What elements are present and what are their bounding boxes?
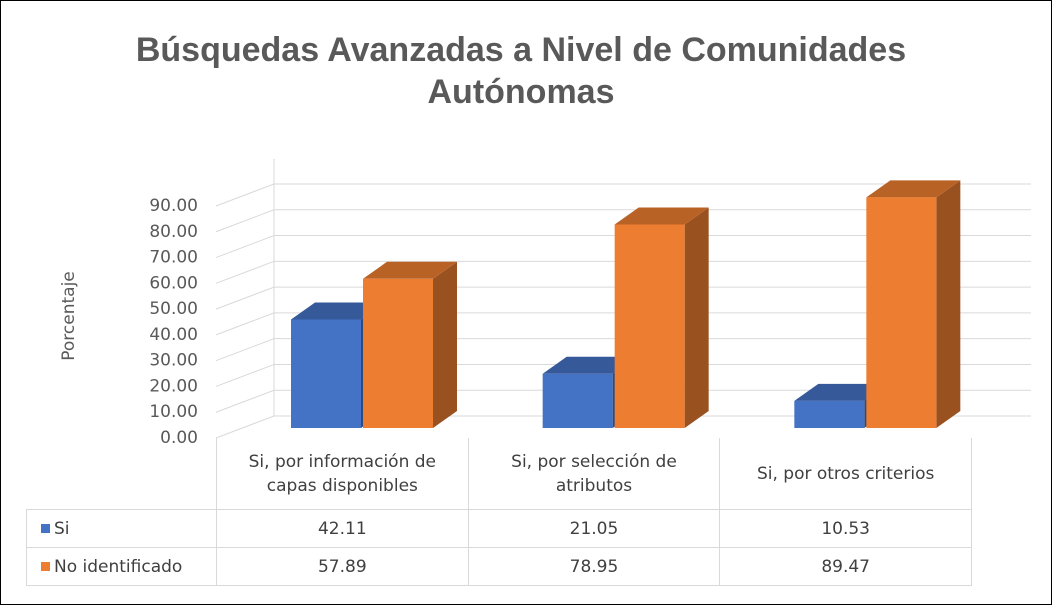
y-tick-label: 0.00 [160,428,198,448]
bar-top [794,383,889,401]
category-label: Si, por selección de atributos [467,438,721,510]
bar-top [291,302,385,320]
y-tick-label: 60.00 [149,273,198,293]
y-tick-label: 50.00 [149,299,198,319]
bar-top [363,261,457,279]
y-tick-label: 80.00 [149,222,198,242]
grid-line [215,312,1031,336]
legend-cell: No identificado [26,547,217,586]
y-tick-label: 10.00 [149,402,198,422]
category-label: Si, por información de capas disponibles [216,438,469,510]
bar-front [614,224,685,428]
bar-side [433,261,457,428]
bar [866,180,961,428]
bar-front [866,197,937,428]
y-tick-label: 90.00 [149,196,198,216]
bar-top [866,180,961,198]
category-label: Si, por otros criterios [719,438,972,510]
data-table-value: 21.05 [467,509,721,548]
data-table-value: 89.47 [719,547,972,586]
grid-line [215,338,1031,362]
chart-title: Búsquedas Avanzadas a Nivel de Comunidad… [135,31,907,111]
y-tick-label: 70.00 [149,248,198,268]
data-table-value: 10.53 [719,509,972,548]
grid-line [215,363,1031,387]
bar-top [542,356,637,374]
y-axis-label: Porcentaje [59,271,79,361]
bar-front [794,400,865,428]
y-tick-label: 20.00 [149,376,198,396]
data-table-value: 78.95 [467,547,721,586]
legend-label: Si [54,518,70,539]
legend-key [41,524,50,533]
bar [614,207,709,428]
grid-line [215,415,1031,439]
bar [363,261,457,428]
bar-front [542,373,613,428]
bar-front [363,278,433,428]
grid-line [215,183,1031,207]
legend-cell: Si [26,509,217,548]
y-tick-label: 30.00 [149,351,198,371]
bar-side [684,207,709,428]
data-table-value: 42.11 [216,509,469,548]
legend-key [41,562,50,571]
bar-side [936,180,961,428]
grid-line [215,286,1031,310]
legend-label: No identificado [54,556,183,577]
bar-top [614,207,709,225]
bar-front [291,319,361,428]
grid-line [215,209,1031,233]
grid-line [215,389,1031,413]
grid-line [215,235,1031,259]
grid-line [215,260,1031,284]
y-tick-label: 40.00 [149,325,198,345]
data-table-value: 57.89 [216,547,469,586]
